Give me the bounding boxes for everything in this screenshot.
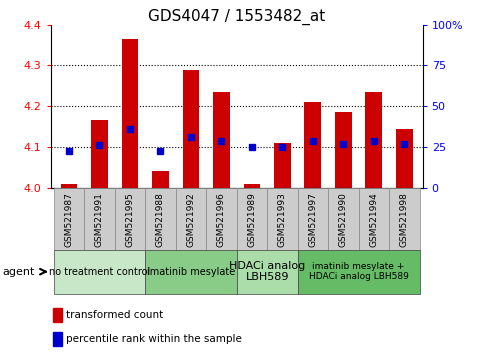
Bar [176, 188, 206, 250]
Text: imatinib mesylate +
HDACi analog LBH589: imatinib mesylate + HDACi analog LBH589 [309, 262, 409, 281]
Bar [183, 70, 199, 188]
Text: GSM521998: GSM521998 [400, 193, 409, 247]
Text: GSM521989: GSM521989 [247, 193, 256, 247]
Bar [267, 188, 298, 250]
Bar [298, 188, 328, 250]
Bar [145, 188, 176, 250]
Bar [54, 250, 145, 294]
Bar [237, 188, 267, 250]
Bar [298, 250, 420, 294]
Text: GSM521991: GSM521991 [95, 193, 104, 247]
Text: GSM521994: GSM521994 [369, 193, 378, 247]
Title: GDS4047 / 1553482_at: GDS4047 / 1553482_at [148, 8, 325, 25]
Bar [335, 112, 352, 188]
Bar [145, 250, 237, 294]
Bar [358, 188, 389, 250]
Bar [243, 184, 260, 188]
Bar [237, 250, 298, 294]
Text: HDACi analog
LBH589: HDACi analog LBH589 [229, 261, 305, 282]
Text: no treatment control: no treatment control [49, 267, 150, 277]
Bar [122, 39, 138, 188]
Bar [366, 92, 382, 188]
Bar [304, 102, 321, 188]
Bar [91, 120, 108, 188]
Text: GSM521990: GSM521990 [339, 193, 348, 247]
Bar [61, 184, 77, 188]
Bar [53, 332, 62, 346]
Bar [328, 188, 358, 250]
Bar [274, 143, 291, 188]
Text: GSM521992: GSM521992 [186, 193, 196, 247]
Text: GSM521996: GSM521996 [217, 193, 226, 247]
Bar [53, 308, 62, 322]
Text: GSM521988: GSM521988 [156, 193, 165, 247]
Text: GSM521987: GSM521987 [65, 193, 73, 247]
Bar [396, 129, 412, 188]
Text: transformed count: transformed count [66, 310, 163, 320]
Bar [54, 188, 84, 250]
Text: imatinib mesylate: imatinib mesylate [147, 267, 235, 277]
Bar [213, 92, 230, 188]
Bar [206, 188, 237, 250]
Text: agent: agent [2, 267, 35, 277]
Bar [389, 188, 420, 250]
Text: GSM521997: GSM521997 [308, 193, 317, 247]
Text: percentile rank within the sample: percentile rank within the sample [66, 333, 242, 344]
Bar [115, 188, 145, 250]
Bar [152, 171, 169, 188]
Bar [84, 188, 115, 250]
Text: GSM521995: GSM521995 [126, 193, 134, 247]
Text: GSM521993: GSM521993 [278, 193, 287, 247]
